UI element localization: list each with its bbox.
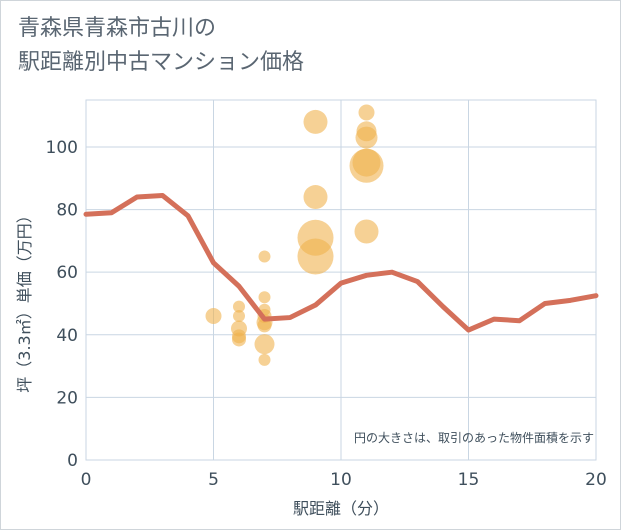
bubble: [233, 300, 245, 313]
bubble: [233, 310, 245, 322]
bubble: [258, 353, 271, 366]
y-tick-label: 20: [56, 388, 78, 408]
bubble: [254, 334, 275, 355]
average-price-line: [83, 192, 599, 333]
chart-title: 青森県青森市古川の 駅距離別中古マンション価格: [18, 12, 304, 80]
x-tick-label: 20: [585, 470, 607, 490]
bubble: [232, 332, 246, 347]
x-tick-label: 10: [330, 470, 352, 490]
size-note: 円の大きさは、取引のあった物件面積を示す: [354, 430, 594, 445]
y-tick-label: 40: [56, 326, 78, 346]
grid: [85, 99, 597, 461]
y-tick-label: 80: [56, 201, 78, 221]
bubbles: [205, 104, 384, 366]
bubble: [349, 148, 384, 183]
bubble: [258, 291, 271, 304]
bubble: [303, 185, 328, 210]
bubble: [297, 238, 334, 275]
x-axis-label: 駅距離（分）: [293, 499, 389, 518]
bubble: [303, 109, 328, 134]
title-line-1: 青森県青森市古川の: [18, 16, 217, 41]
average-line: [83, 192, 599, 333]
bubble: [358, 104, 375, 121]
x-tick-label: 0: [81, 470, 92, 490]
bubble: [355, 126, 378, 149]
bubble: [257, 318, 272, 333]
bubble: [205, 308, 222, 324]
y-tick-label: 100: [46, 138, 78, 158]
y-axis-label: 坪（3.3㎡）単価（万円）: [15, 207, 34, 392]
x-tick-label: 5: [208, 470, 219, 490]
y-tick-label: 0: [67, 451, 78, 471]
x-tick-label: 15: [458, 470, 480, 490]
bubble: [354, 219, 379, 244]
title-line-2: 駅距離別中古マンション価格: [18, 50, 305, 75]
y-tick-label: 60: [56, 263, 78, 283]
bubble: [258, 250, 271, 263]
tick-labels: 0 5 10 15 20 0 20 40 60 80 100: [46, 138, 607, 490]
